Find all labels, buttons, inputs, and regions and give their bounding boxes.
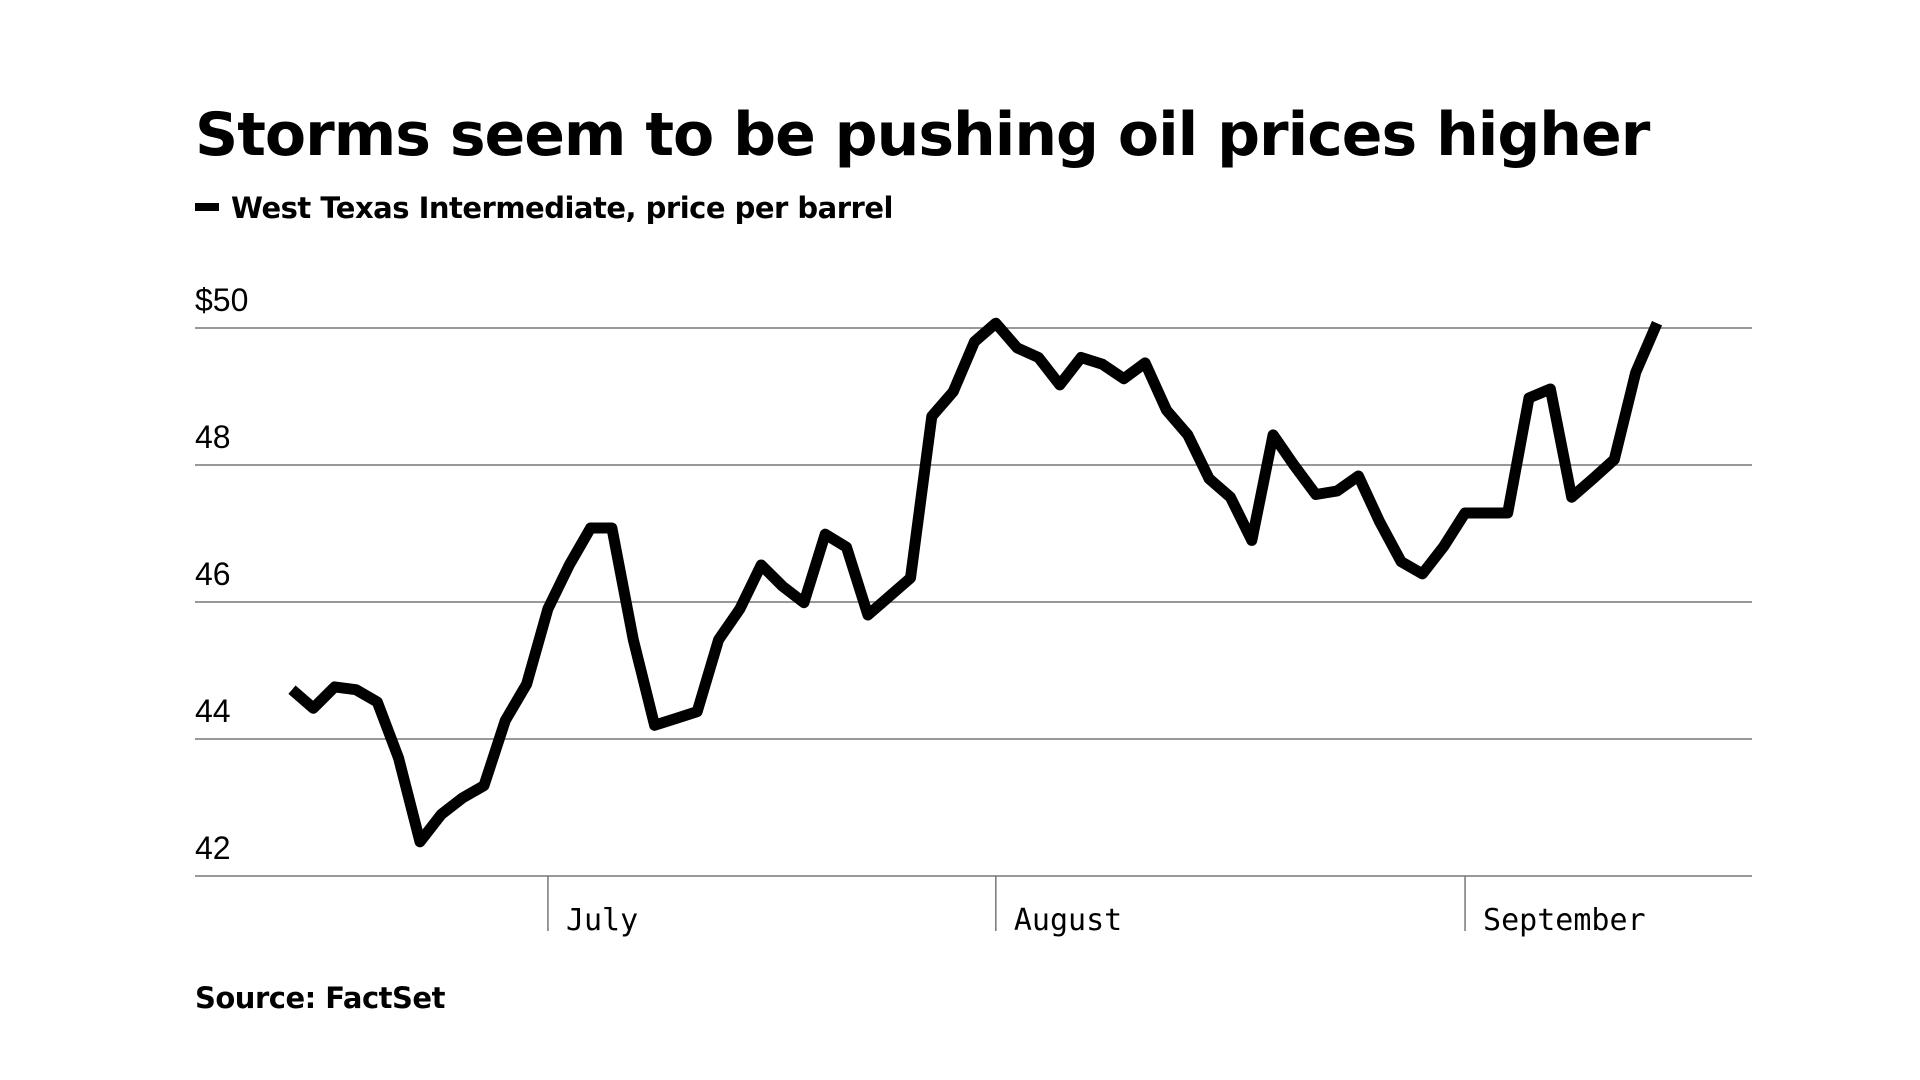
y-tick-label: 44 bbox=[195, 693, 231, 729]
y-tick-label: 42 bbox=[195, 830, 231, 866]
x-tick-label: August bbox=[1014, 903, 1122, 938]
source: Source: FactSet bbox=[195, 981, 446, 1015]
y-tick-label: $50 bbox=[195, 282, 248, 318]
y-tick-label: 48 bbox=[195, 419, 231, 455]
x-tick-label: September bbox=[1483, 903, 1646, 938]
chart-title: Storms seem to be pushing oil prices hig… bbox=[195, 100, 1651, 170]
y-tick-label: 46 bbox=[195, 556, 231, 592]
legend-label: West Texas Intermediate, price per barre… bbox=[231, 191, 893, 225]
legend-swatch bbox=[195, 203, 219, 211]
line bbox=[288, 317, 1663, 848]
x-tick-label: July bbox=[566, 903, 638, 938]
